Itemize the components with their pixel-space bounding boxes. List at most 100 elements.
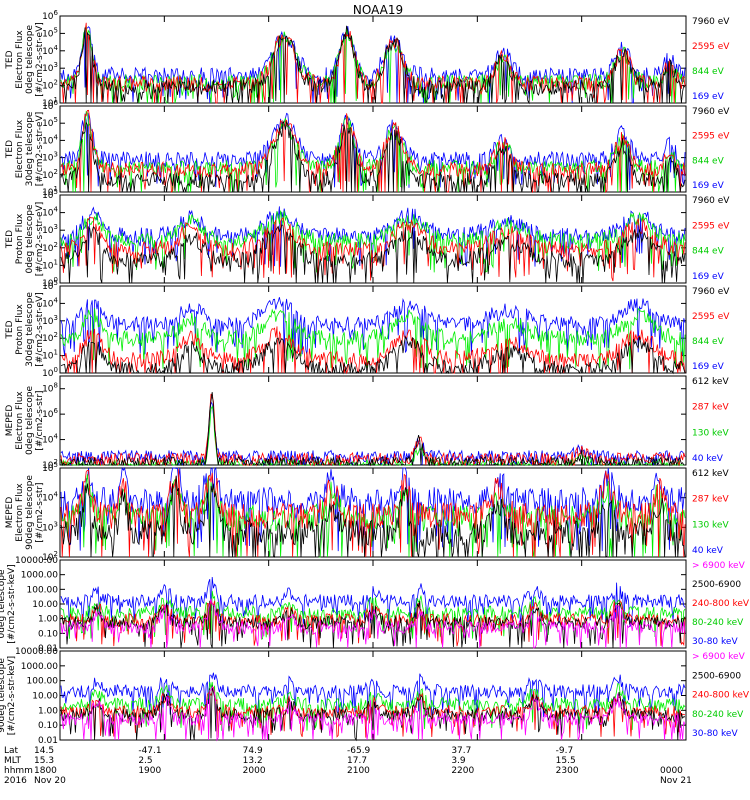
y-axis-label: Electron Flux [15,483,25,542]
legend-entry: 2500-6900 [692,671,741,681]
legend-entry: 2595 eV [692,132,730,142]
series-line [60,110,686,193]
legend-entry: 7960 eV [692,17,730,27]
y-tick-label: 100 [42,366,58,379]
y-axis-label: Electron Flux [15,30,25,89]
footer-lat: -65.9 [347,746,371,756]
y-axis-label: 0deg telescope [0,569,7,639]
footer-hhmm: 2300 [556,766,579,776]
legend-entry: 287 keV [692,495,729,505]
footer-lat: 14.5 [34,746,54,756]
legend-entry: 7960 eV [692,196,730,206]
legend-entry: 612 keV [692,377,729,387]
series-line [60,681,686,731]
y-axis-label: Electron Flux [15,119,25,178]
footer-row-label: 2016 [4,776,27,786]
legend-entry: 30-80 keV [692,637,738,647]
footer-mlt: 17.7 [347,756,367,766]
y-tick-label: 0.10 [38,721,58,731]
legend-entry: 844 eV [692,337,725,347]
legend-entry: 7960 eV [692,107,730,117]
series-line [60,109,686,194]
series-line [60,600,686,649]
y-axis-label: 0deg telescope [25,25,35,95]
chart-title: NOAA19 [353,3,403,17]
panel-frame [59,375,687,466]
y-axis-label: [#/cm2-s-str-eV] [35,112,45,187]
series-line [60,25,686,105]
series-line [60,307,686,370]
legend-entry: 169 eV [692,92,725,102]
footer-mlt: 15.5 [556,756,576,766]
series-line [60,112,686,191]
legend-entry: 2595 eV [692,221,730,231]
footer-row-label: hhmm [4,766,33,776]
y-axis-label: Electron Flux [15,391,25,450]
y-axis-label: 90deg telescope [0,658,7,733]
y-tick-label: 10.00 [32,692,58,702]
footer-hhmm: 2200 [451,766,474,776]
legend-entry: 7960 eV [692,287,730,297]
series-line [60,598,686,649]
y-axis-label: [#/cm2-s-str] [35,390,45,450]
legend-entry: 40 keV [692,546,724,556]
series-line [60,672,686,718]
footer-row-label: Lat [4,746,19,756]
legend-entry: 169 eV [692,362,725,372]
legend-entry: 2595 eV [692,312,730,322]
footer-mlt: 3.9 [451,756,466,766]
y-axis-label: 30deg telescope [25,111,35,186]
footer-lat: 74.9 [243,746,263,756]
footer-lat: -47.1 [138,746,161,756]
y-tick-label: 1.00 [38,706,58,716]
y-axis-label: 0deg telescope [25,204,35,274]
y-axis-label: 90deg telescope [25,475,35,550]
y-tick-label: 1000.00 [21,571,58,581]
y-axis-label: [#/cm2-s-str] [35,482,45,542]
y-axis-label: TED [5,230,15,249]
footer-row-label: MLT [4,756,22,766]
y-axis-label: [#/cm2-s-str-keV] [7,564,17,643]
legend-entry: > 6900 keV [692,561,746,571]
series-line [60,119,686,193]
panel-7: 0.010.101.0010.00100.001000.0010000.00Pr… [0,556,750,654]
y-axis-label: [#/cm2-s-str-eV] [35,292,45,367]
legend-entry: 240-800 keV [692,599,750,609]
legend-entry: 844 eV [692,247,725,257]
y-axis-label: TED [5,50,15,69]
footer-date: Nov 20 [34,776,66,786]
y-tick-label: 1.00 [38,615,58,625]
footer-date: Nov 21 [660,776,692,786]
y-tick-label: 0.01 [38,736,58,746]
legend-entry: 80-240 keV [692,710,744,720]
footer-hhmm: 2100 [347,766,370,776]
series-line [60,210,686,273]
y-axis-label: Proton Flux [15,213,25,264]
series-line [60,393,686,467]
series-line [60,576,686,628]
legend-entry: 169 eV [692,272,725,282]
series-line [60,590,686,640]
series-line [60,685,686,742]
legend-entry: 2595 eV [692,42,730,52]
footer-hhmm: 0000 [660,766,683,776]
footer-mlt: 13.2 [243,756,263,766]
panel-8: 0.010.101.0010.00100.001000.0010000.00Pr… [0,647,750,746]
y-axis-label: TED [5,140,15,159]
y-axis-label: Proton Flux [15,304,25,355]
y-tick-label: 10000.00 [15,647,58,657]
y-tick-label: 0.10 [38,629,58,639]
legend-entry: 287 keV [692,403,729,413]
series-line [60,475,686,558]
footer-lat: 37.7 [451,746,471,756]
y-tick-label: 1000.00 [21,662,58,672]
legend-entry: 130 keV [692,520,729,530]
y-tick-label: 100.00 [27,677,59,687]
